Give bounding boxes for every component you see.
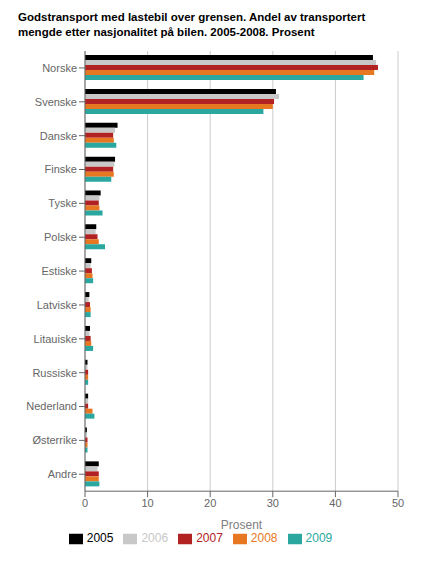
svg-text:Svenske: Svenske <box>35 96 77 108</box>
svg-text:Polske: Polske <box>44 231 77 243</box>
svg-text:Nederland: Nederland <box>26 400 77 412</box>
html-text:2005: 2005 <box>86 531 114 546</box>
html-text:2009: 2009 <box>305 531 333 546</box>
svg-text:10: 10 <box>141 497 153 509</box>
svg-text:50: 50 <box>392 497 404 509</box>
svg-text:Latviske: Latviske <box>37 299 77 311</box>
svg-text:0: 0 <box>82 497 88 509</box>
svg-text:Andre: Andre <box>48 468 77 480</box>
svg-text:Litauiske: Litauiske <box>34 333 77 345</box>
svg-text:Norske: Norske <box>42 62 77 74</box>
html-text:2007: 2007 <box>196 531 223 546</box>
svg-text:Finske: Finske <box>45 163 77 175</box>
svg-text:30: 30 <box>267 497 279 509</box>
svg-text:Prosent: Prosent <box>221 518 263 532</box>
svg-text:Tyske: Tyske <box>48 197 77 209</box>
html-text:Godstransport med lastebil ove: Godstransport med lastebil over grensen.… <box>18 11 366 38</box>
svg-text:Østerrike: Østerrike <box>32 434 77 446</box>
svg-text:20: 20 <box>204 497 216 509</box>
svg-text:Estiske: Estiske <box>42 265 77 277</box>
html-text:2008: 2008 <box>250 531 278 546</box>
html-text:2006: 2006 <box>141 531 169 546</box>
svg-text:Russiske: Russiske <box>32 367 77 379</box>
svg-text:40: 40 <box>329 497 341 509</box>
svg-text:Danske: Danske <box>40 130 77 142</box>
